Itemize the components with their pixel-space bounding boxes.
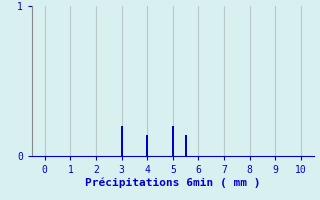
Bar [121,126,123,156]
Bar [185,135,187,156]
X-axis label: Précipitations 6min ( mm ): Précipitations 6min ( mm ) [85,178,260,188]
Bar [146,135,148,156]
Bar [172,126,174,156]
